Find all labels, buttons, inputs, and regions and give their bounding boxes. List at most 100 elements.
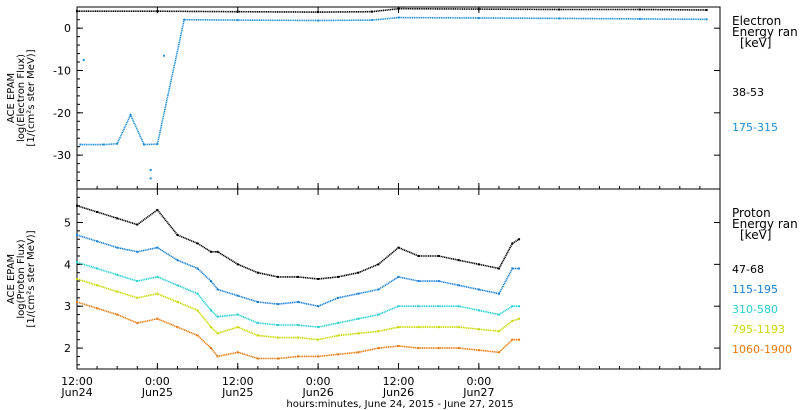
y-axis-title-line: log(Proton Flux) <box>16 239 27 318</box>
data-point <box>317 305 320 308</box>
data-point <box>216 355 219 358</box>
x-tick-label: 0:00 Jun26 <box>302 375 334 399</box>
data-point <box>477 8 480 11</box>
series-115-195 <box>76 234 521 308</box>
y-axis-title-line: ACE EPAM <box>6 254 17 304</box>
data-point <box>638 17 641 20</box>
data-point <box>209 280 212 283</box>
series-1060-1900 <box>76 301 521 360</box>
data-point <box>337 353 340 356</box>
data-point <box>317 278 320 280</box>
y-axis-title: ACE EPAMlog(Proton Flux)[1/(cm²s ster Me… <box>6 230 37 327</box>
data-point <box>397 7 400 10</box>
data-point <box>377 313 380 316</box>
data-point <box>518 267 521 270</box>
legend-title-line: Energy ran <box>732 25 798 39</box>
data-point <box>317 338 320 341</box>
data-point <box>136 223 139 226</box>
x-axis-title: hours:minutes, June 24, 2015 - June 27, … <box>286 399 513 410</box>
data-point <box>417 280 420 283</box>
data-point <box>176 259 179 262</box>
data-point <box>216 332 219 335</box>
data-point <box>357 317 360 320</box>
data-point <box>156 143 159 146</box>
data-point-outlier <box>82 58 85 61</box>
data-point <box>236 326 239 329</box>
y-tick-label: -10 <box>53 64 71 77</box>
y-axis-title-line: [1/(cm²s ster MeV)] <box>26 230 37 327</box>
data-point <box>477 309 480 312</box>
data-point <box>297 275 300 278</box>
data-point <box>196 242 199 245</box>
y-tick-label: -30 <box>53 149 71 162</box>
data-point <box>216 288 219 291</box>
data-point <box>317 19 320 22</box>
data-point <box>457 305 460 308</box>
data-point <box>477 328 480 331</box>
x-tick-label: 0:00 Jun25 <box>141 375 173 399</box>
data-point <box>437 280 440 283</box>
data-point <box>297 355 300 358</box>
series-trace <box>77 7 707 13</box>
data-point <box>156 246 159 249</box>
data-point <box>116 273 119 276</box>
data-point <box>116 246 119 249</box>
data-point <box>497 313 500 316</box>
data-point <box>136 321 139 324</box>
data-point <box>397 246 400 249</box>
data-point <box>129 113 132 116</box>
data-point <box>370 19 373 22</box>
y-tick-label: 2 <box>64 342 71 355</box>
data-point <box>276 357 279 360</box>
data-point-outlier <box>163 54 166 57</box>
data-point <box>457 259 460 262</box>
data-point <box>156 208 159 211</box>
x-tick-label: 12:00 Jun24 <box>60 375 92 399</box>
data-point <box>437 347 440 350</box>
x-tick-label-line: Jun26 <box>302 386 334 399</box>
x-tick-label: 12:00 Jun25 <box>221 375 253 399</box>
legend-title-line: [keV] <box>740 228 771 242</box>
data-point <box>457 284 460 287</box>
data-point <box>256 321 259 324</box>
data-point-outlier <box>149 168 152 171</box>
data-point <box>256 301 259 304</box>
series-38-53 <box>76 7 708 14</box>
data-point <box>317 11 320 14</box>
data-point <box>518 238 521 241</box>
y-axis-title: ACE EPAMlog(Electron Flux)[1/(cm²s ster … <box>6 49 37 146</box>
data-point <box>457 326 460 329</box>
data-point <box>437 305 440 308</box>
data-point <box>176 234 179 237</box>
x-tick-label: 0:00 Jun27 <box>462 375 494 399</box>
data-point <box>337 275 340 278</box>
plot-frame <box>76 188 721 370</box>
data-point <box>377 288 380 291</box>
data-point <box>511 267 514 270</box>
series-trace <box>76 301 520 360</box>
data-point <box>337 296 340 299</box>
data-point <box>236 19 239 22</box>
data-point <box>216 315 219 318</box>
data-point <box>96 267 99 270</box>
data-point <box>477 349 480 352</box>
data-point <box>196 309 199 312</box>
x-tick-label-line: 12:00 <box>222 375 254 388</box>
data-point <box>705 18 708 21</box>
legend-entry: 1060-1900 <box>732 343 792 356</box>
data-point <box>79 143 82 146</box>
data-point <box>397 305 400 308</box>
data-point <box>156 10 159 13</box>
data-point <box>518 338 521 341</box>
data-point <box>511 319 514 322</box>
proton-flux-panel: 2 3 4 5 ACE EPAMlog(Proton Flux)[1/(cm²s ste… <box>6 188 798 399</box>
x-tick-label-line: 0:00 <box>306 375 331 388</box>
data-point <box>558 8 561 11</box>
data-point <box>497 330 500 333</box>
data-point <box>417 305 420 308</box>
data-point <box>176 326 179 329</box>
legend-entry: 175-315 <box>732 121 778 134</box>
data-point <box>276 324 279 327</box>
